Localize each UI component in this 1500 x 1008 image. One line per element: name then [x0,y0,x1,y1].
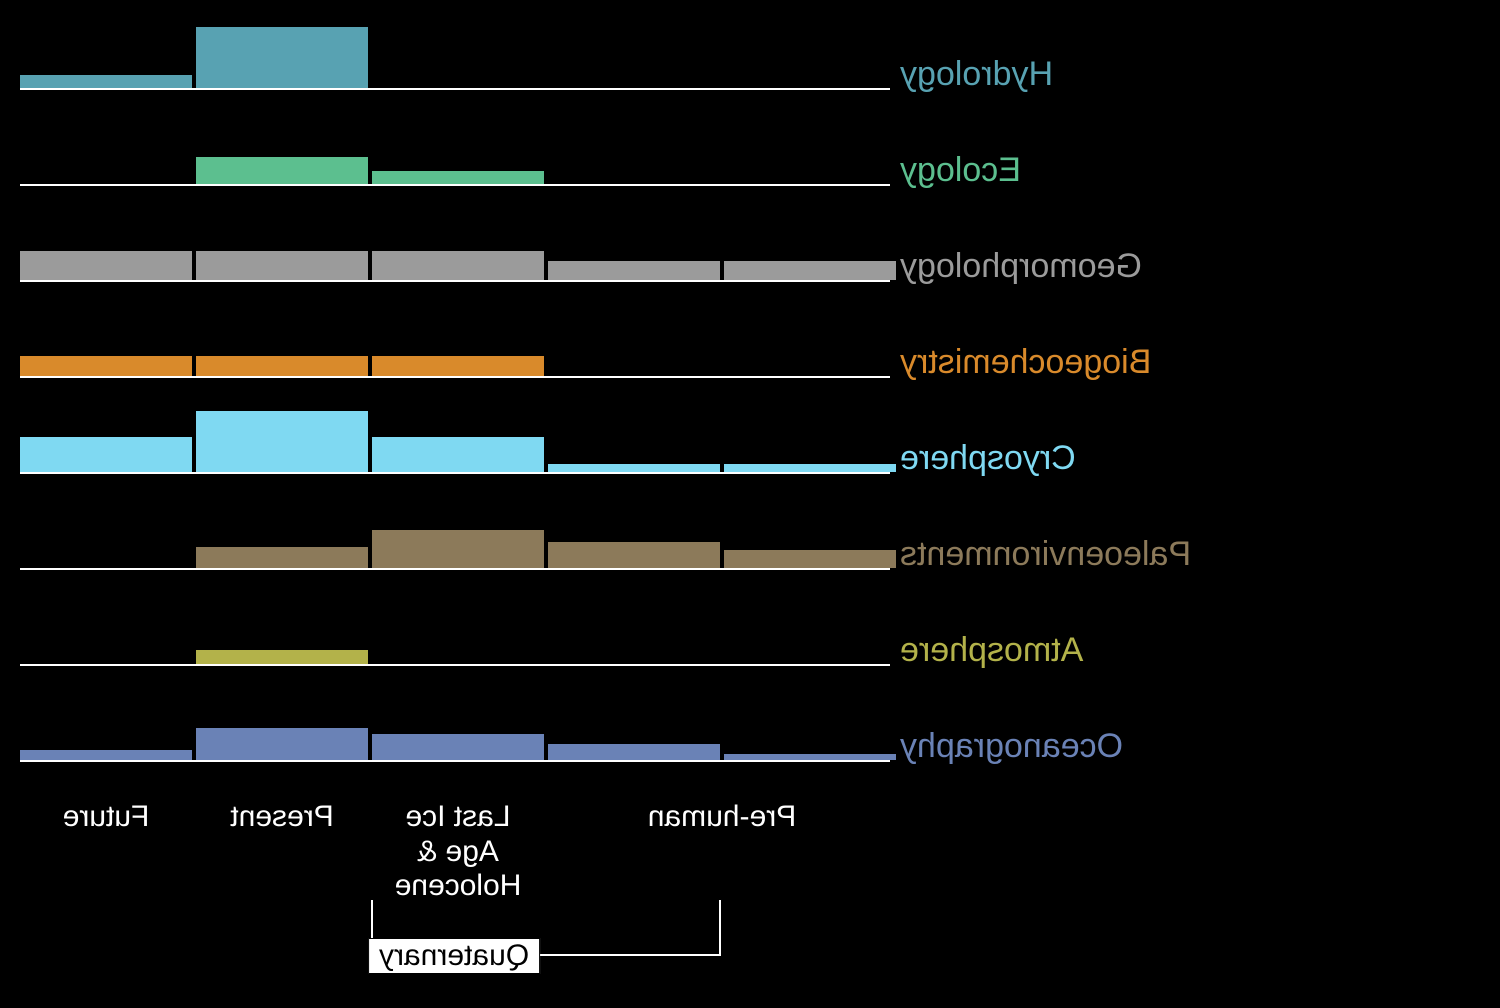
row-baseline [20,472,890,474]
row-baseline [20,760,890,762]
chart-bar [196,728,368,760]
chart-row: Cryosphere [20,404,1315,474]
chart-bar [196,157,368,184]
row-label: Geomorphology [900,247,1142,286]
row-label: Ecology [900,151,1021,190]
chart-bar [20,356,192,376]
row-baseline [20,280,890,282]
chart-bar [724,261,896,280]
chart-bar [20,75,192,88]
chart-bar [196,356,368,376]
chart-bar [548,464,720,472]
chart-bar [372,437,544,472]
chart-row: Hydrology [20,20,1315,90]
x-axis-label: Future [6,800,206,835]
chart-bar [372,356,544,376]
chart-bar [20,750,192,760]
chart-bar [196,411,368,472]
chart-bar [372,530,544,568]
chart-row: Biogeochemistry [20,308,1315,378]
row-label: Paleoenvironments [900,535,1191,574]
chart-bar [196,547,368,568]
row-label: Cryosphere [900,439,1076,478]
quaternary-label: Quaternary [368,938,540,974]
chart-bar [196,650,368,664]
row-baseline [20,88,890,90]
chart-area: Hydrology Ecology Geomorphology Biogeochemi… [20,20,1315,790]
chart-bar [20,251,192,280]
chart-bar [724,464,896,472]
x-axis-label: Last IceAge &Holocene [358,800,558,904]
row-label: Atmosphere [900,631,1083,670]
row-baseline [20,184,890,186]
chart-bar [372,171,544,184]
chart-bar [372,734,544,760]
row-label: Hydrology [900,55,1053,94]
chart-bar [196,251,368,280]
chart-bar [724,550,896,568]
chart-row: Atmosphere [20,596,1315,666]
chart-bar [548,744,720,760]
chart-bar [724,754,896,760]
chart-bar [548,542,720,568]
row-label: Biogeochemistry [900,343,1151,382]
row-baseline [20,376,890,378]
x-axis-label: Pre-human [622,800,822,835]
row-baseline [20,568,890,570]
chart-row: Geomorphology [20,212,1315,282]
chart-bar [196,27,368,88]
x-axis-label: Present [182,800,382,835]
chart-row: Ecology [20,116,1315,186]
chart-row: Oceanography [20,692,1315,762]
row-baseline [20,664,890,666]
chart-bar [20,437,192,472]
chart-bar [372,251,544,280]
chart-row: Paleoenvironments [20,500,1315,570]
row-label: Oceanography [900,727,1123,766]
chart-bar [548,261,720,280]
